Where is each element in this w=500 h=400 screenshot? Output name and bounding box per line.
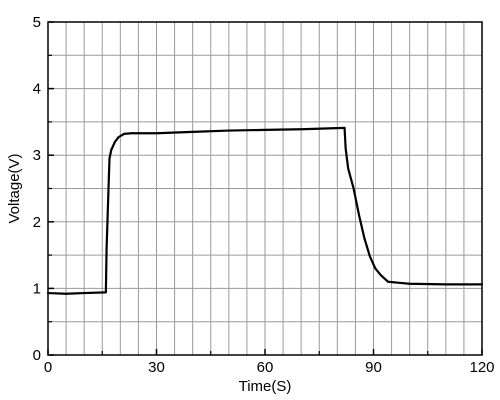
y-tick-labels: 0 1 2 3 4 5: [33, 14, 41, 364]
x-tick-label: 30: [148, 359, 165, 376]
tick-marks: [47, 21, 483, 356]
grid: [48, 22, 482, 355]
y-axis-title: Voltage(V): [6, 153, 23, 223]
x-axis-title: Time(S): [239, 378, 292, 395]
series-layer: [46, 126, 484, 295]
x-tick-label: 0: [44, 359, 52, 376]
series-line: [46, 126, 484, 295]
y-tick-label: 3: [33, 147, 41, 164]
x-tick-labels: 0 30 60 90 120: [44, 359, 495, 376]
y-tick-label: 1: [33, 280, 41, 297]
y-tick-label: 4: [33, 81, 41, 98]
x-tick-label: 120: [469, 359, 494, 376]
x-tick-label: 90: [365, 359, 382, 376]
x-tick-label: 60: [257, 359, 274, 376]
y-tick-label: 0: [33, 347, 41, 364]
y-tick-label: 5: [33, 14, 41, 31]
y-tick-label: 2: [33, 214, 41, 231]
